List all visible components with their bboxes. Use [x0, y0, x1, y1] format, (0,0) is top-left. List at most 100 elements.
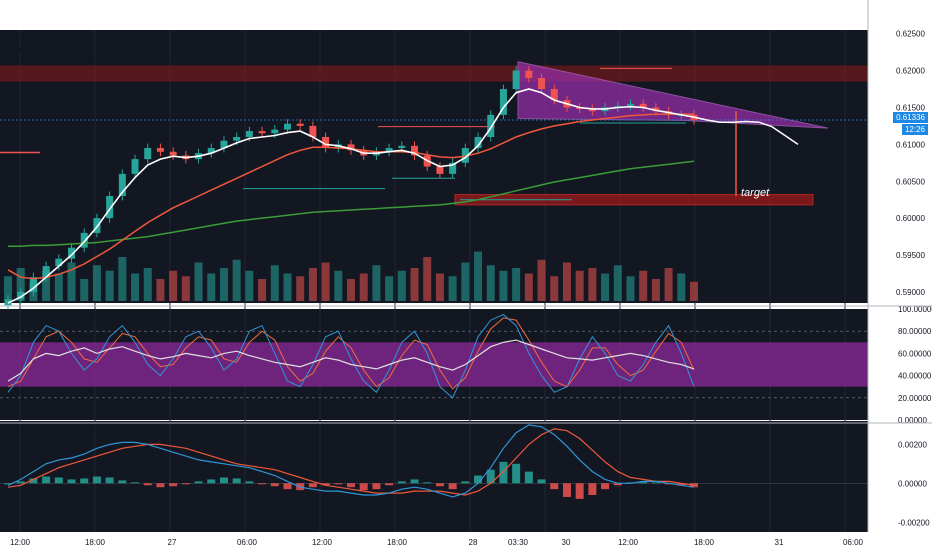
volume-bar	[359, 273, 368, 301]
volume-bar	[397, 270, 406, 301]
macd-histogram-bar	[461, 481, 470, 484]
macd-histogram-bar	[42, 476, 51, 484]
candle-body	[652, 107, 660, 112]
candle-body	[296, 123, 304, 126]
volume-bar	[550, 276, 559, 301]
macd-histogram-bar	[232, 478, 241, 484]
price-tick-label: 0.60500	[896, 177, 925, 186]
rsi-tick-label: 60.00000	[898, 349, 932, 358]
macd-histogram-bar	[474, 475, 483, 484]
macd-histogram-bar	[219, 477, 228, 484]
macd-histogram-bar	[423, 482, 432, 484]
macd-histogram-bar	[118, 480, 127, 484]
candle-body	[93, 218, 101, 233]
last-price-badge: 0.61336	[893, 112, 928, 123]
macd-histogram-bar	[347, 483, 355, 488]
candle-body	[411, 145, 419, 156]
macd-histogram-bar	[131, 482, 140, 484]
macd-histogram-bar	[385, 483, 394, 486]
volume-bar	[283, 273, 292, 301]
volume-bar	[435, 273, 444, 301]
projection-curve	[693, 116, 799, 146]
volume-bar	[321, 262, 330, 301]
macd-histogram-bar	[537, 479, 546, 484]
volume-bar	[588, 268, 597, 301]
triangle-pattern	[517, 61, 829, 129]
volume-bar	[499, 270, 508, 301]
volume-bar	[461, 262, 470, 301]
time-tick-label: 28	[469, 538, 478, 547]
macd-histogram-bar	[80, 478, 89, 484]
time-tick-label: 18:00	[387, 538, 408, 547]
rsi-line	[7, 339, 695, 382]
macd-histogram-bar	[359, 483, 368, 491]
macd-histogram-bar	[639, 481, 648, 484]
countdown-badge: 12:26	[901, 124, 928, 135]
macd-histogram-bar	[562, 483, 571, 497]
volume-bar	[651, 279, 660, 301]
candle-body	[538, 77, 546, 90]
ma-fast-line	[7, 88, 695, 304]
macd-histogram-bar	[372, 483, 381, 490]
candle-body	[550, 89, 558, 101]
volume-bar	[677, 273, 686, 301]
volume-bar	[181, 276, 190, 301]
volume-bar	[105, 270, 114, 301]
macd-histogram-bar	[321, 483, 330, 486]
macd-tick-label: 0.00200	[898, 440, 927, 449]
rsi-tick-label: 20.00000	[898, 394, 932, 403]
macd-legend: MACD (12, 26, close, 9)	[4, 424, 101, 434]
macd-histogram-bar	[410, 479, 419, 484]
volume-bar	[258, 279, 267, 301]
candle-body	[525, 70, 533, 78]
stoch-d-line	[7, 317, 695, 390]
volume-bar	[601, 273, 610, 301]
rsi-tick-label: 100.00000	[898, 305, 932, 314]
candle-body	[309, 125, 317, 137]
macd-histogram-bar	[258, 483, 267, 485]
time-tick-label: 12:00	[10, 538, 31, 547]
candle-body	[626, 103, 634, 106]
volume-bar	[207, 273, 216, 301]
macd-histogram-bar	[169, 483, 178, 487]
candle-body	[144, 148, 152, 160]
macd-histogram-bar	[524, 471, 533, 484]
volume-bar	[486, 265, 495, 301]
macd-histogram-bar	[67, 479, 76, 484]
volume-bar	[118, 257, 127, 301]
candle-body	[29, 277, 37, 292]
macd-histogram-bar	[4, 483, 12, 485]
volume-bar	[410, 268, 419, 301]
volume-bar	[308, 268, 317, 301]
macd-histogram-bar	[270, 483, 279, 487]
candle-body	[233, 136, 241, 141]
candle-body	[449, 162, 457, 174]
rsi-tick-label: 0.00000	[898, 416, 927, 425]
mars-legend: MARS (8, close, 21, close, 55, close, 20…	[4, 55, 208, 65]
time-tick-label: 18:00	[694, 538, 715, 547]
volume-bar	[385, 276, 394, 301]
vol-legend: Vol (20)	[4, 43, 36, 53]
volume-bar	[169, 270, 178, 301]
volume-bar	[372, 265, 381, 301]
target-zone	[454, 194, 814, 206]
volume-bar	[512, 268, 521, 301]
time-tick-label: 12:00	[312, 538, 333, 547]
macd-histogram-bar	[448, 483, 457, 490]
volume-bar	[690, 281, 698, 301]
macd-histogram-bar	[29, 478, 38, 484]
candle-body	[258, 131, 266, 134]
macd-histogram-bar	[181, 483, 190, 485]
macd-histogram-bar	[397, 481, 406, 484]
macd-histogram-bar	[16, 481, 25, 484]
symbol-title: Australian Dollar / U.S. Dollar, 15, FXC…	[4, 31, 167, 41]
macd-signal-line	[7, 428, 695, 496]
candle-body	[398, 145, 406, 149]
candle-body	[474, 136, 482, 149]
price-tick-label: 0.62000	[896, 67, 925, 76]
macd-histogram-bar	[283, 483, 292, 490]
macd-histogram-bar	[499, 461, 508, 484]
time-tick-label: 30	[562, 538, 571, 547]
